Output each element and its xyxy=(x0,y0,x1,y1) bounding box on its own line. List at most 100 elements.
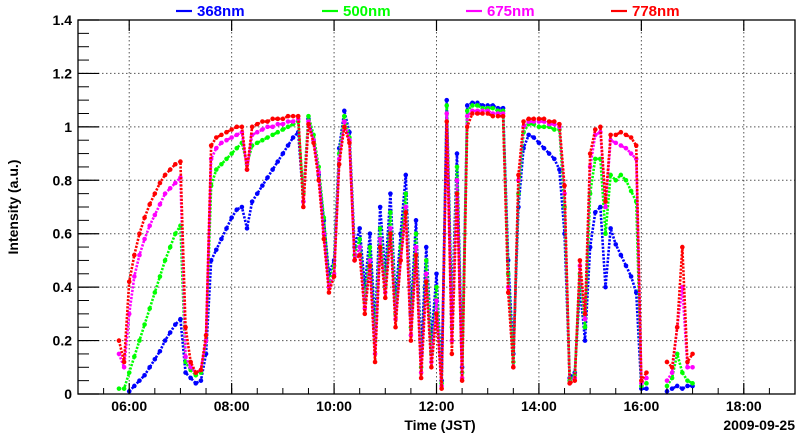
data-point-778nm xyxy=(352,258,357,263)
data-point-778nm xyxy=(244,167,250,172)
data-point-500nm xyxy=(342,113,347,119)
data-point-675nm xyxy=(152,212,158,218)
data-point-675nm xyxy=(147,223,152,228)
data-point-675nm xyxy=(423,271,429,277)
data-point-500nm xyxy=(173,231,178,237)
data-point-368nm xyxy=(674,383,680,389)
data-point-500nm xyxy=(423,258,429,263)
data-point-500nm xyxy=(388,210,393,215)
data-point-500nm xyxy=(608,172,613,178)
data-point-500nm xyxy=(254,140,260,146)
data-point-675nm xyxy=(628,151,634,156)
data-point-778nm xyxy=(551,119,557,124)
x-tick-label: 10:00 xyxy=(316,398,352,414)
legend-label-368nm: 368nm xyxy=(197,3,245,20)
data-point-675nm xyxy=(229,135,234,140)
data-point-368nm xyxy=(644,386,649,391)
data-point-778nm xyxy=(546,119,552,124)
data-point-500nm xyxy=(413,231,419,237)
data-point-778nm xyxy=(495,113,501,119)
data-point-778nm xyxy=(618,129,624,135)
data-point-778nm xyxy=(249,124,255,130)
data-point-778nm xyxy=(403,210,409,215)
data-point-675nm xyxy=(116,351,122,357)
data-point-675nm xyxy=(285,119,291,124)
data-point-778nm xyxy=(485,111,491,116)
data-point-778nm xyxy=(567,381,572,386)
data-point-368nm xyxy=(147,364,152,370)
data-point-368nm xyxy=(592,210,598,215)
data-point-368nm xyxy=(669,386,675,391)
data-point-500nm xyxy=(603,231,608,237)
data-point-500nm xyxy=(403,191,409,196)
data-point-500nm xyxy=(623,177,629,183)
data-point-778nm xyxy=(434,311,439,317)
axis-ticks: 06:00 08:00 10:00 12:00 14:00 16:00 18:00 0 0.2 0… xyxy=(53,12,796,414)
data-point-778nm xyxy=(603,199,608,204)
data-point-778nm xyxy=(290,113,296,119)
data-point-778nm xyxy=(470,111,475,116)
data-point-778nm xyxy=(423,279,429,285)
data-point-675nm xyxy=(137,252,142,258)
data-point-778nm xyxy=(418,375,424,381)
data-point-368nm xyxy=(270,167,275,172)
data-point-778nm xyxy=(680,244,685,250)
data-point-368nm xyxy=(633,290,639,295)
data-point-500nm xyxy=(628,188,634,194)
data-point-368nm xyxy=(157,348,163,354)
data-point-368nm xyxy=(265,175,270,180)
data-point-778nm xyxy=(439,386,444,391)
data-point-778nm xyxy=(521,119,526,124)
data-point-368nm xyxy=(213,247,219,253)
data-point-500nm xyxy=(275,129,281,135)
data-point-500nm xyxy=(434,284,439,290)
data-point-500nm xyxy=(367,244,373,250)
data-point-778nm xyxy=(254,121,260,127)
data-point-368nm xyxy=(198,378,204,383)
data-point-675nm xyxy=(265,124,270,130)
data-point-368nm xyxy=(377,204,383,210)
data-point-778nm xyxy=(372,359,378,365)
y-tick-label: 0.8 xyxy=(53,172,73,188)
data-point-675nm xyxy=(623,145,629,151)
data-point-675nm xyxy=(357,244,362,250)
data-point-778nm xyxy=(388,231,393,237)
data-point-778nm xyxy=(393,324,398,330)
data-point-368nm xyxy=(239,204,245,210)
data-point-778nm xyxy=(644,370,649,375)
data-point-675nm xyxy=(603,204,608,210)
data-point-675nm xyxy=(162,191,168,196)
data-point-500nm xyxy=(444,103,450,108)
data-point-778nm xyxy=(572,378,578,383)
data-point-778nm xyxy=(142,215,147,220)
data-point-778nm xyxy=(116,338,122,343)
data-point-368nm xyxy=(219,236,224,242)
data-point-500nm xyxy=(147,306,152,311)
data-point-500nm xyxy=(674,351,680,357)
data-point-500nm xyxy=(464,108,470,114)
data-point-368nm xyxy=(132,383,137,389)
data-point-675nm xyxy=(275,121,281,127)
data-point-675nm xyxy=(434,298,439,303)
data-point-368nm xyxy=(608,226,613,231)
data-point-778nm xyxy=(336,161,342,167)
data-point-778nm xyxy=(500,113,506,119)
data-point-368nm xyxy=(423,244,429,250)
data-point-500nm xyxy=(265,135,270,140)
data-point-778nm xyxy=(342,124,347,130)
data-point-778nm xyxy=(126,279,132,285)
data-point-368nm xyxy=(603,284,608,290)
data-point-368nm xyxy=(680,386,685,391)
data-point-500nm xyxy=(470,103,475,108)
data-point-778nm xyxy=(444,119,450,124)
data-point-500nm xyxy=(613,177,619,183)
data-point-778nm xyxy=(582,311,588,317)
data-point-778nm xyxy=(398,258,403,263)
data-point-675nm xyxy=(403,204,409,210)
data-point-368nm xyxy=(536,140,542,146)
data-point-675nm xyxy=(644,375,649,381)
data-point-778nm xyxy=(613,132,619,138)
data-point-368nm xyxy=(444,97,450,103)
data-point-368nm xyxy=(260,183,265,188)
data-point-500nm xyxy=(357,236,362,242)
